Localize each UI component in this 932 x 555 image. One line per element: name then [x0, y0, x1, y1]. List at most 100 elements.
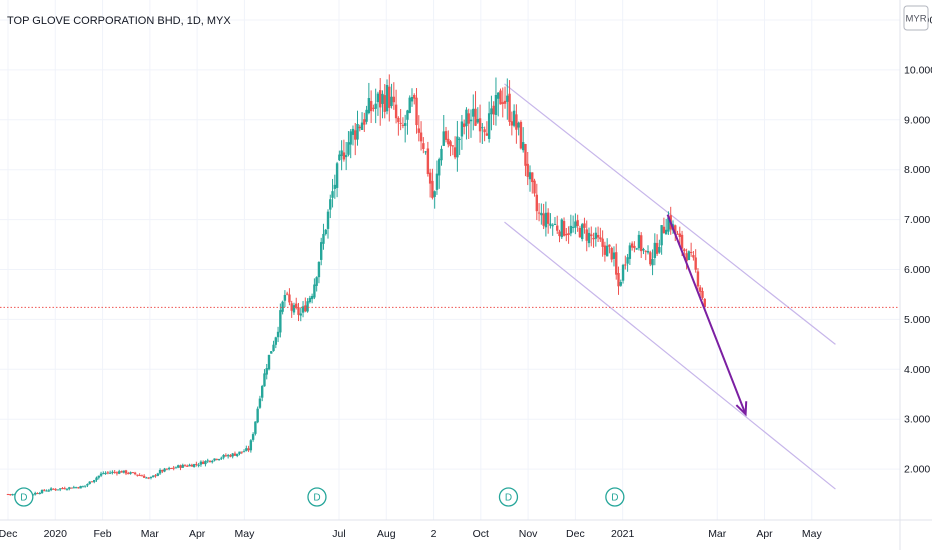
candle-body[interactable]	[481, 127, 484, 129]
candle-body[interactable]	[549, 223, 552, 226]
candle-body[interactable]	[88, 481, 91, 484]
candle-body[interactable]	[596, 234, 600, 238]
candle-body[interactable]	[283, 294, 287, 301]
candle-body[interactable]	[517, 122, 520, 128]
candle-body[interactable]	[615, 252, 618, 275]
candle-body[interactable]	[438, 159, 441, 176]
candle-body[interactable]	[297, 307, 300, 315]
candle-body[interactable]	[65, 489, 69, 491]
candle-body[interactable]	[565, 234, 568, 236]
candle-body[interactable]	[660, 225, 663, 246]
candle-body[interactable]	[376, 93, 380, 103]
candle-body[interactable]	[465, 109, 468, 127]
candle-body[interactable]	[186, 465, 189, 467]
candle-body[interactable]	[86, 484, 89, 486]
candle-body[interactable]	[208, 460, 212, 462]
candle-body[interactable]	[74, 487, 78, 489]
candle-body[interactable]	[288, 294, 291, 303]
candle-body[interactable]	[499, 90, 502, 105]
candle-body[interactable]	[224, 455, 228, 457]
candle-body[interactable]	[462, 123, 466, 127]
candle-body[interactable]	[147, 477, 150, 479]
candle-body[interactable]	[233, 453, 237, 456]
candle-body[interactable]	[394, 104, 398, 119]
candle-body[interactable]	[483, 129, 486, 133]
candle-body[interactable]	[515, 114, 518, 130]
candle-body[interactable]	[43, 489, 46, 491]
candle-body[interactable]	[72, 487, 76, 489]
candle-body[interactable]	[374, 103, 377, 109]
candle-body[interactable]	[628, 245, 632, 259]
currency-badge[interactable]: MYR	[903, 5, 929, 31]
candle-body[interactable]	[624, 264, 627, 266]
candle-body[interactable]	[93, 479, 96, 483]
candle-body[interactable]	[331, 191, 334, 198]
candle-body[interactable]	[399, 122, 402, 124]
candle-body[interactable]	[524, 144, 527, 166]
candle-body[interactable]	[535, 194, 539, 212]
candle-body[interactable]	[338, 154, 341, 161]
candle-body[interactable]	[124, 470, 128, 474]
candle-body[interactable]	[217, 459, 221, 461]
candle-body[interactable]	[460, 121, 464, 137]
candle-body[interactable]	[467, 113, 470, 124]
candle-body[interactable]	[138, 475, 141, 477]
candle-body[interactable]	[129, 472, 132, 474]
candle-body[interactable]	[646, 250, 650, 253]
candle-body[interactable]	[562, 221, 566, 236]
candle-body[interactable]	[201, 461, 205, 464]
candle-body[interactable]	[444, 131, 448, 140]
candle-body[interactable]	[703, 298, 706, 308]
candle-body[interactable]	[487, 113, 491, 139]
candle-body[interactable]	[236, 453, 239, 457]
candlestick-series[interactable]	[6, 74, 706, 498]
candle-body[interactable]	[170, 468, 173, 470]
candle-body[interactable]	[192, 464, 196, 468]
candle-body[interactable]	[59, 488, 62, 490]
candle-body[interactable]	[458, 138, 461, 140]
candle-body[interactable]	[206, 460, 209, 462]
candle-body[interactable]	[379, 90, 382, 108]
candle-body[interactable]	[426, 148, 430, 175]
candle-body[interactable]	[122, 470, 125, 473]
candle-body[interactable]	[676, 233, 679, 235]
candle-body[interactable]	[583, 223, 586, 228]
candle-body[interactable]	[329, 199, 332, 210]
candle-body[interactable]	[424, 151, 427, 153]
candle-body[interactable]	[494, 95, 498, 115]
candle-body[interactable]	[619, 281, 622, 286]
candle-body[interactable]	[449, 141, 452, 147]
candle-body[interactable]	[213, 458, 216, 461]
candle-body[interactable]	[608, 244, 611, 247]
candle-body[interactable]	[508, 93, 511, 122]
candle-body[interactable]	[97, 475, 100, 478]
candle-body[interactable]	[687, 251, 691, 260]
candle-body[interactable]	[285, 293, 289, 295]
candle-body[interactable]	[152, 475, 155, 478]
candle-body[interactable]	[120, 471, 123, 473]
candle-body[interactable]	[519, 122, 523, 149]
candle-body[interactable]	[238, 451, 241, 454]
candle-body[interactable]	[685, 253, 688, 262]
candle-body[interactable]	[145, 477, 148, 479]
candle-body[interactable]	[587, 232, 591, 244]
candle-body[interactable]	[422, 143, 425, 150]
candle-body[interactable]	[653, 242, 657, 258]
candle-body[interactable]	[251, 434, 255, 440]
candle-body[interactable]	[381, 93, 384, 104]
dividend-marker[interactable]: D	[14, 487, 34, 507]
candle-body[interactable]	[333, 184, 337, 189]
candle-body[interactable]	[388, 86, 391, 108]
candle-body[interactable]	[154, 475, 157, 477]
candle-body[interactable]	[9, 494, 12, 496]
candle-body[interactable]	[601, 238, 604, 247]
candle-body[interactable]	[699, 287, 702, 292]
candle-body[interactable]	[222, 454, 225, 458]
candle-body[interactable]	[197, 464, 200, 466]
candle-body[interactable]	[108, 472, 112, 474]
candle-body[interactable]	[36, 493, 39, 495]
candle-body[interactable]	[347, 142, 350, 155]
candle-body[interactable]	[113, 471, 116, 473]
